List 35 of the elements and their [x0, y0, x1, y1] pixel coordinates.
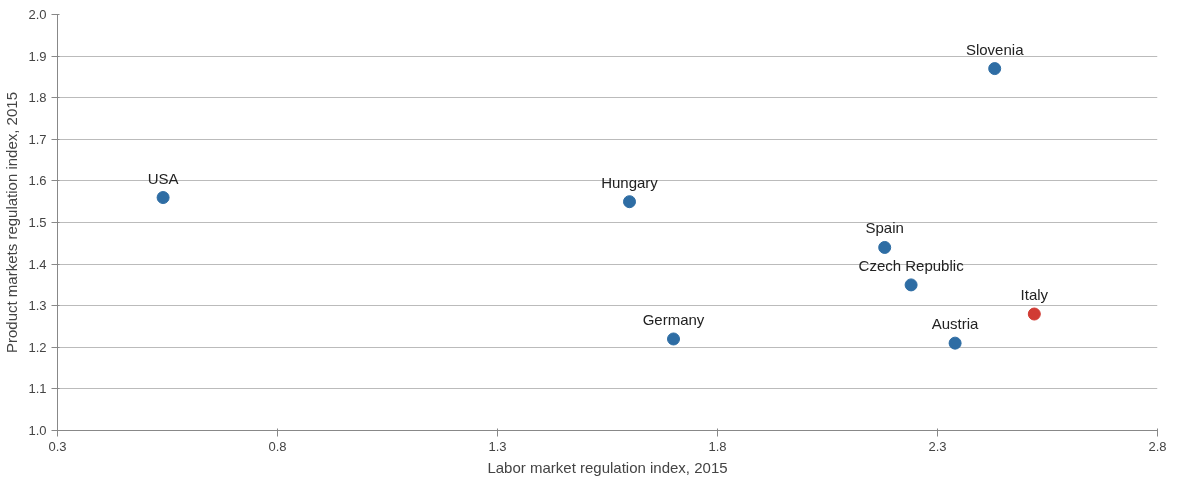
y-tick-label: 1.7 [28, 131, 47, 147]
series-label: Austria [931, 315, 980, 333]
y-tick-label: 1.6 [28, 173, 47, 189]
point [988, 62, 1002, 76]
series-label: Germany [642, 310, 705, 328]
x-tick-label: 1.8 [708, 438, 727, 454]
y-tick-label: 2.0 [28, 7, 47, 22]
y-tick-label: 1.4 [28, 256, 47, 272]
y-tick-label: 1.9 [28, 48, 47, 64]
y-tick-label: 1.0 [28, 423, 47, 438]
point [1027, 307, 1041, 321]
y-tick-label: 1.2 [28, 339, 47, 355]
y-axis-title: Product markets regulation index, 2015 [3, 92, 21, 353]
y-tick-label: 1.8 [28, 90, 47, 106]
series-label: Slovenia [965, 40, 1025, 58]
series-label: Spain [865, 219, 904, 237]
point [948, 336, 962, 350]
y-tick-label: 1.1 [28, 381, 47, 397]
series-label: USA [147, 169, 179, 187]
point [156, 191, 170, 205]
x-tick-label: 0.3 [48, 438, 67, 454]
x-axis-title: Labor market regulation index, 2015 [487, 458, 728, 476]
series-label: Italy [1020, 286, 1049, 304]
series-label: Czech Republic [858, 256, 965, 274]
y-tick-label: 1.5 [28, 215, 47, 230]
x-tick-label: 1.3 [488, 438, 507, 454]
point [623, 195, 636, 209]
point [878, 240, 892, 254]
y-tick-label: 1.3 [28, 298, 47, 314]
point [904, 278, 918, 292]
x-tick-label: 0.8 [268, 438, 287, 454]
x-tick-label: 2.3 [928, 438, 947, 454]
point [667, 332, 680, 346]
series-label: Hungary [601, 173, 659, 191]
x-tick-label: 2.8 [1148, 438, 1167, 454]
